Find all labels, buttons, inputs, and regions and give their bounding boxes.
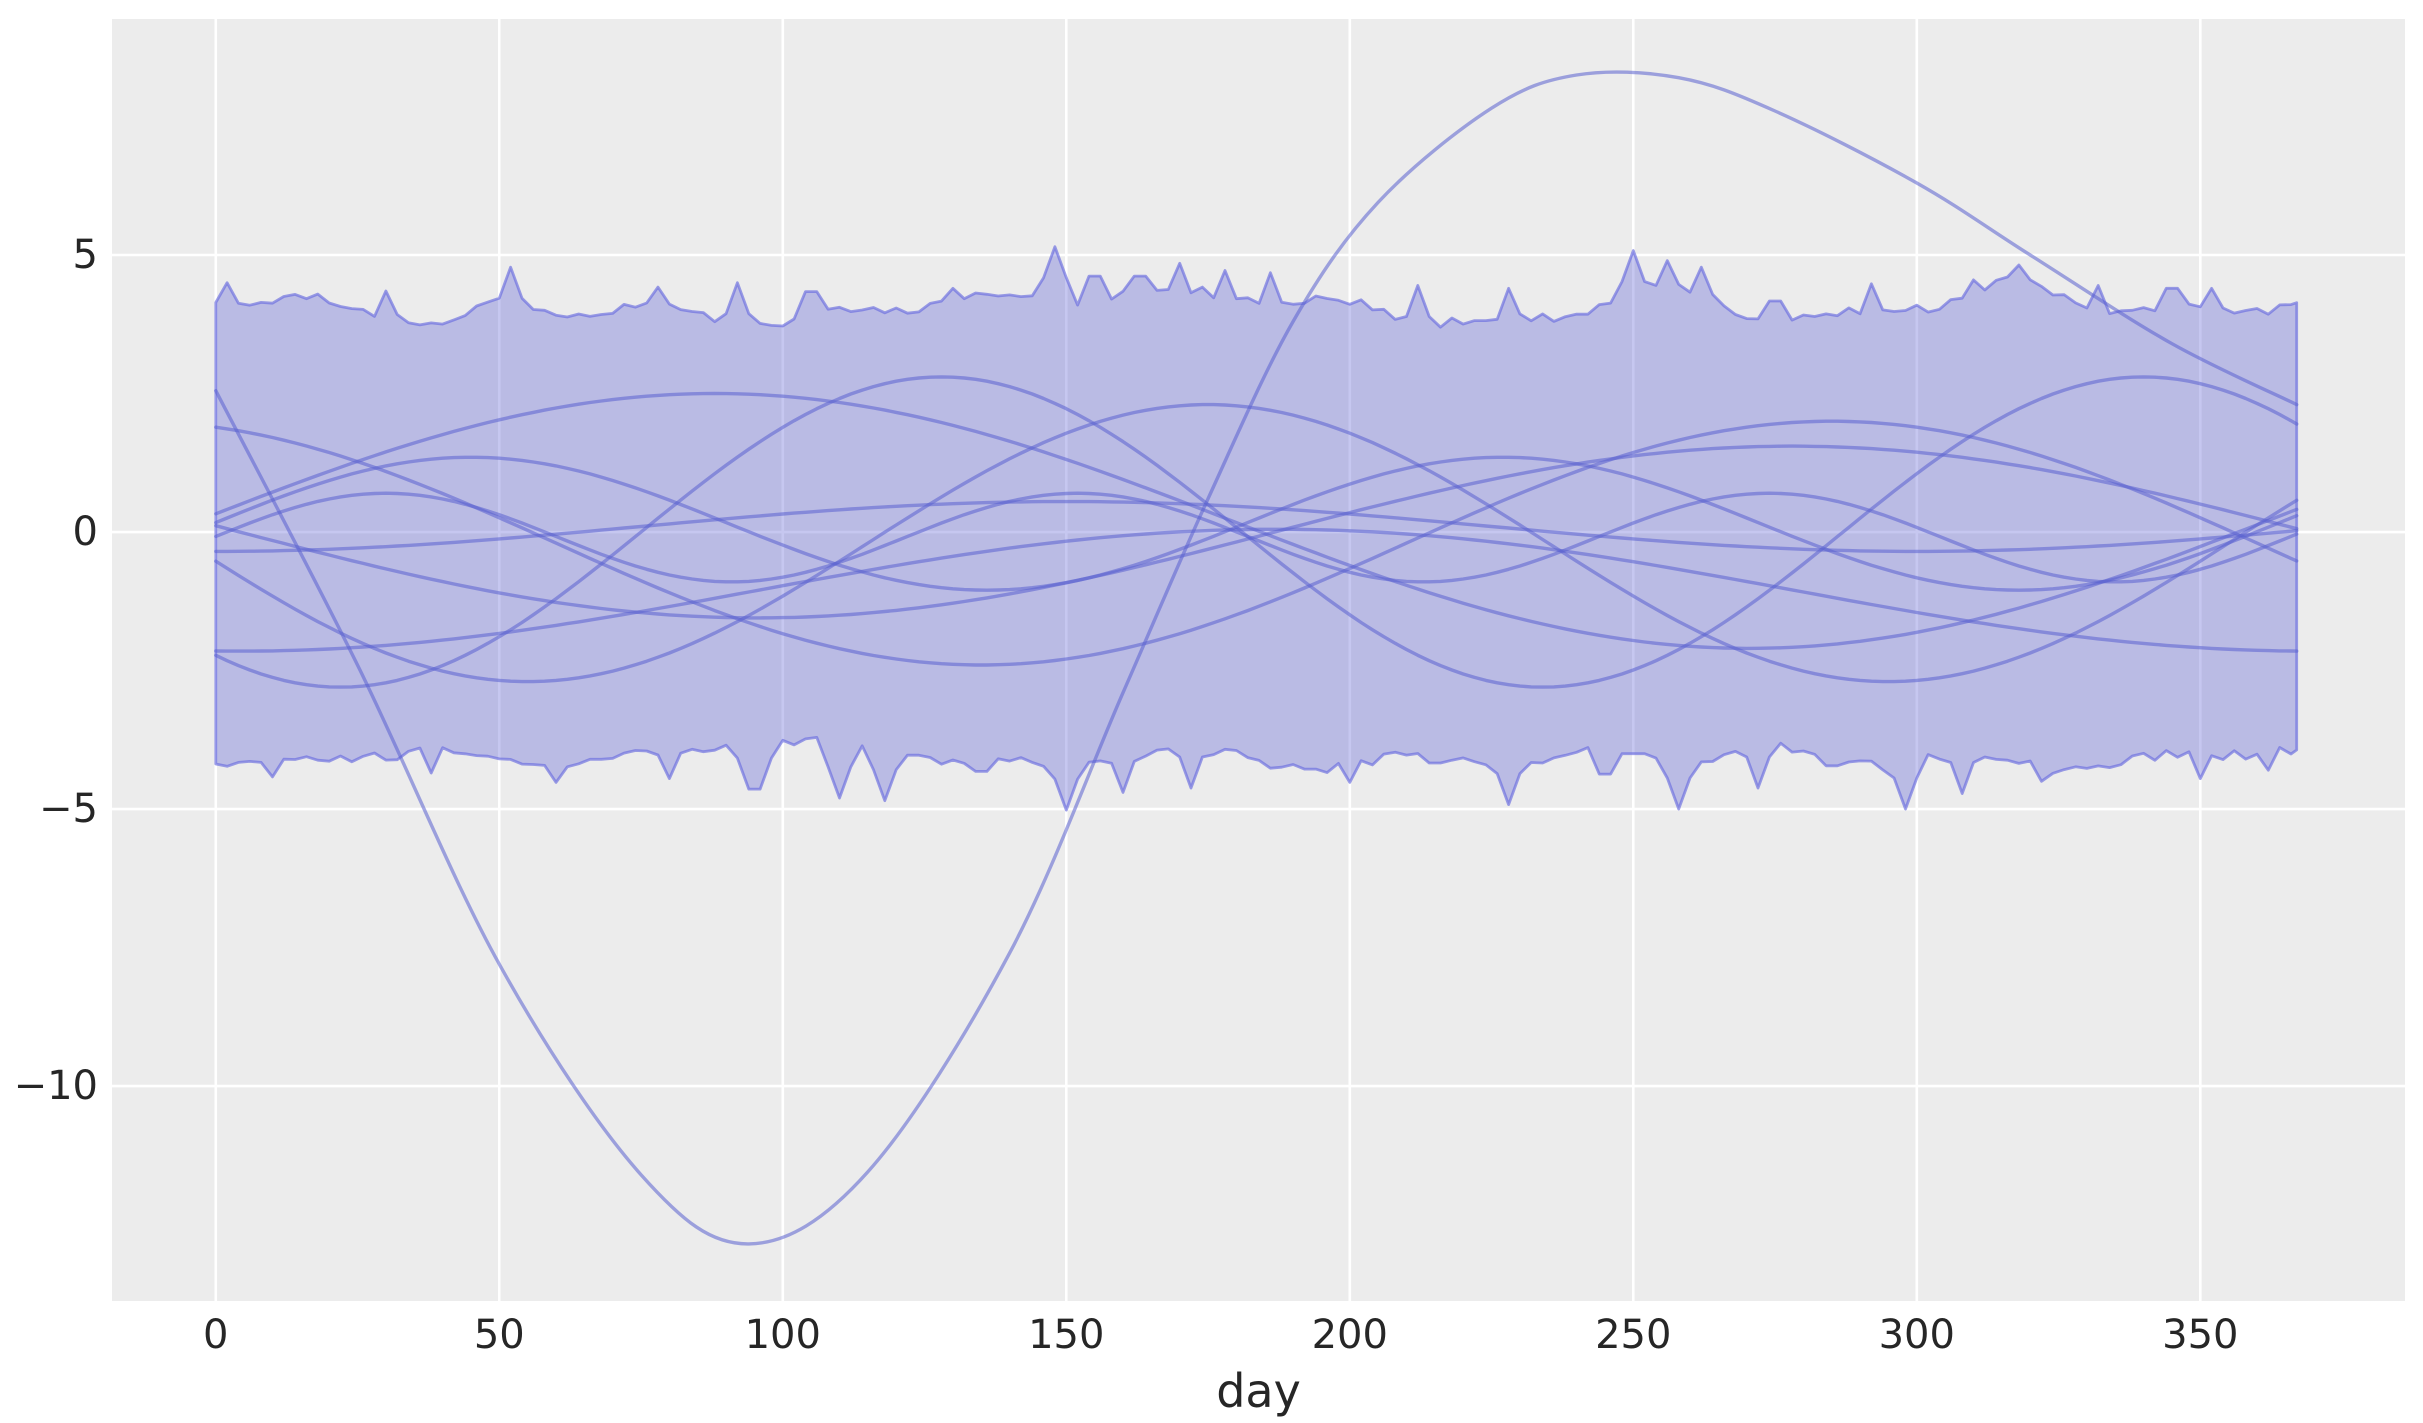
y-tick-label: 5 <box>73 232 98 278</box>
y-tick-label: −10 <box>14 1063 98 1109</box>
series-4-line <box>214 444 2299 620</box>
series-3-line <box>214 391 2299 651</box>
x-tick-label: 100 <box>745 1312 821 1358</box>
series-6-line <box>214 491 2299 584</box>
x-tick-label: 200 <box>1312 1312 1388 1358</box>
series-8-line <box>214 419 2299 667</box>
x-tick-label: 150 <box>1028 1312 1104 1358</box>
series-1-line <box>214 375 2299 689</box>
x-tick-label: 50 <box>474 1312 525 1358</box>
series-5-line <box>214 455 2299 592</box>
outlier-series-line <box>214 70 2299 1246</box>
y-tick-label: 0 <box>73 509 98 555</box>
x-tick-label: 250 <box>1595 1312 1671 1358</box>
x-tick-label: 0 <box>203 1312 228 1358</box>
series-9-line <box>214 527 2299 653</box>
series-7-line <box>214 499 2299 554</box>
x-tick-label: 350 <box>2162 1312 2238 1358</box>
x-axis-label: day <box>1216 1364 1301 1418</box>
y-tick-label: −5 <box>39 786 98 832</box>
x-tick-label: 300 <box>1879 1312 1955 1358</box>
series-2-line <box>214 402 2299 684</box>
